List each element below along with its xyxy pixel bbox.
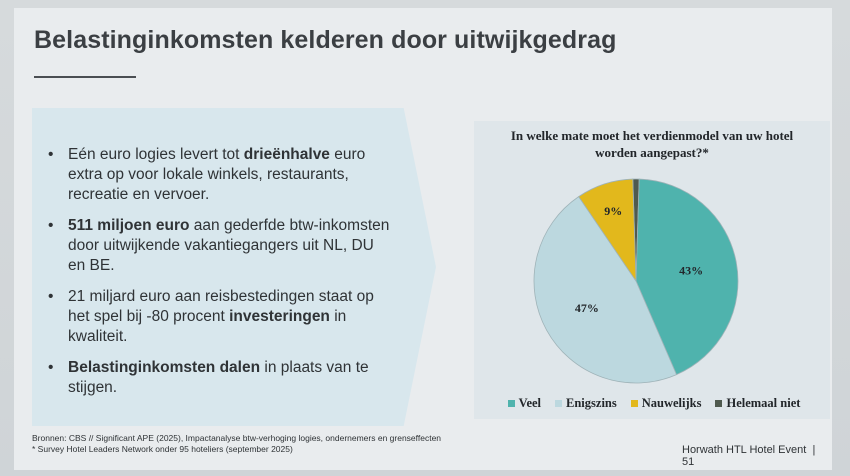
bullet-item: • 21 miljard euro aan reisbestedingen sta…: [44, 287, 394, 347]
page-number: 51: [682, 456, 695, 468]
legend-item: Nauwelijks: [630, 396, 702, 411]
pie-svg: 43% 47% 9%: [533, 178, 739, 384]
bullet-item: • Belastinginkomsten dalen in plaats van …: [44, 358, 394, 398]
legend-item: Enigszins: [555, 396, 617, 411]
legend-label: Helemaal niet: [726, 396, 801, 410]
slide-footer: Horwath HTL Hotel Event | 51: [682, 444, 832, 468]
sources-line: * Survey Hotel Leaders Network onder 95 …: [32, 444, 293, 454]
legend-label: Nauwelijks: [641, 396, 702, 410]
bullet-text: euro extra op voor lokale winkels, resta…: [68, 146, 366, 203]
sources-line: Bronnen: CBS // Significant APE (2025), …: [32, 433, 442, 443]
bullet-text: 21 miljard euro aan reisbestedingen staa…: [68, 288, 374, 325]
legend-swatch-icon: [507, 400, 515, 407]
legend-swatch-icon: [630, 400, 638, 407]
slide: Belastinginkomsten kelderen door uitwijk…: [14, 8, 832, 470]
data-label-veel: 43%: [679, 263, 703, 277]
slice-veel: [635, 178, 739, 376]
data-label-enigszins: 47%: [575, 301, 599, 315]
bullet-text: in kwaliteit.: [68, 308, 347, 345]
bullet-list: • Eén euro logies levert tot drieënhalve …: [44, 145, 394, 409]
legend-label: Veel: [518, 396, 542, 410]
bullet-text: aan gederfde btw-inkomsten door uitwijke…: [68, 217, 390, 274]
legend-item: Veel: [507, 396, 542, 411]
legend-label: Enigszins: [566, 396, 617, 410]
bullet-dot-icon: •: [48, 217, 54, 234]
bullet-item: • 511 miljoen euro aan gederfde btw-inkom…: [44, 216, 394, 276]
bullet-panel: [32, 108, 436, 426]
bullet-dot-icon: •: [48, 146, 54, 163]
bullet-bold-text: investeringen: [229, 308, 330, 325]
chart-title-line: worden aangepast?*: [595, 145, 709, 160]
legend-swatch-icon: [555, 400, 563, 407]
chart-title-line: In welke mate moet het verdienmodel van …: [510, 128, 794, 143]
chart-legend: Veel Enigszins Nauwelijks Helemaal niet: [484, 396, 824, 411]
bullet-text: Eén euro logies levert tot: [68, 146, 244, 163]
pie-chart: In welke mate moet het verdienmodel van …: [474, 121, 830, 419]
slice-enigszins: [533, 196, 678, 384]
footer-separator: |: [812, 444, 816, 456]
bullet-item: • Eén euro logies levert tot drieënhalve …: [44, 145, 394, 205]
bullet-bold-text: 511 miljoen euro: [68, 217, 190, 234]
bullet-bold-text: drieënhalve: [243, 146, 330, 163]
chart-title: In welke mate moet het verdienmodel van …: [474, 127, 830, 161]
legend-swatch-icon: [715, 400, 723, 407]
sources-note: Bronnen: CBS // Significant APE (2025), …: [32, 433, 441, 455]
bullet-dot-icon: •: [48, 288, 54, 305]
slide-title: Belastinginkomsten kelderen door uitwijk…: [34, 26, 617, 54]
bullet-text: in plaats van te stijgen.: [68, 359, 369, 396]
title-underline: [34, 76, 136, 78]
data-label-nauwelijks: 9%: [604, 204, 622, 218]
slice-nauwelijks: [578, 178, 637, 283]
legend-item: Helemaal niet: [715, 396, 800, 411]
footer-event: Horwath HTL Hotel Event: [682, 444, 807, 456]
bullet-dot-icon: •: [48, 359, 54, 376]
bullet-bold-text: Belastinginkomsten dalen: [68, 359, 261, 376]
